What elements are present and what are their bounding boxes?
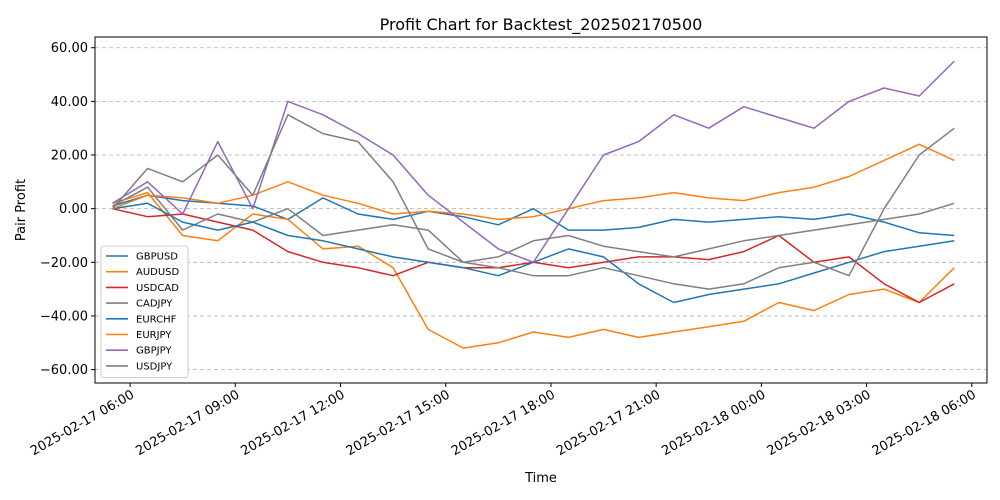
legend-label: EURJPY	[136, 330, 172, 341]
y-axis: −60.00 −40.00 −20.00 0.00 20.00 40.00 60.00	[40, 41, 95, 378]
x-axis-title: Time	[524, 471, 557, 486]
x-tick-label: 2025-02-17 12:00	[239, 387, 348, 459]
y-tick-label: −60.00	[40, 363, 88, 378]
y-tick-label: 40.00	[51, 95, 88, 110]
x-tick-label: 2025-02-17 15:00	[344, 387, 453, 459]
plot-area-frame	[94, 36, 988, 384]
y-tick-label: −40.00	[40, 309, 88, 324]
y-tick-label: 0.00	[59, 202, 88, 217]
legend-label: USDJPY	[136, 361, 173, 372]
legend-label: USDCAD	[136, 283, 179, 294]
legend-label: CADJPY	[136, 299, 173, 310]
x-tick-label: 2025-02-17 09:00	[133, 387, 242, 459]
x-tick-label: 2025-02-17 18:00	[449, 387, 558, 459]
x-tick-label: 2025-02-18 00:00	[659, 387, 768, 459]
series-line-usdjpy	[111, 114, 955, 290]
legend-label: EURCHF	[136, 314, 177, 325]
series-line-gbpusd	[112, 194, 955, 237]
y-tick-label: 20.00	[51, 149, 88, 164]
chart-title: Profit Chart for Backtest_202502170500	[380, 15, 703, 35]
legend-label: GBPJPY	[136, 346, 172, 357]
series-line-gbpjpy	[112, 60, 955, 264]
y-tick-label: 60.00	[51, 41, 88, 56]
legend: GBPUSD AUDUSD USDCAD CADJPY EURCHF EURJPY GBPJ…	[100, 245, 189, 379]
series-line-audusd	[112, 191, 955, 349]
y-axis-title: Pair Profit	[14, 179, 29, 241]
x-tick-label: 2025-02-18 06:00	[870, 387, 979, 459]
legend-box	[100, 245, 189, 379]
y-tick-label: −20.00	[40, 256, 88, 271]
x-tick-label: 2025-02-17 06:00	[28, 387, 137, 459]
series-lines	[111, 60, 955, 349]
series-line-usdcad	[112, 207, 955, 304]
x-tick-label: 2025-02-18 03:00	[765, 387, 874, 459]
y-gridlines	[95, 47, 987, 370]
legend-label: GBPUSD	[136, 252, 178, 263]
x-tick-label: 2025-02-17 21:00	[554, 387, 663, 459]
legend-label: AUDUSD	[136, 267, 180, 278]
